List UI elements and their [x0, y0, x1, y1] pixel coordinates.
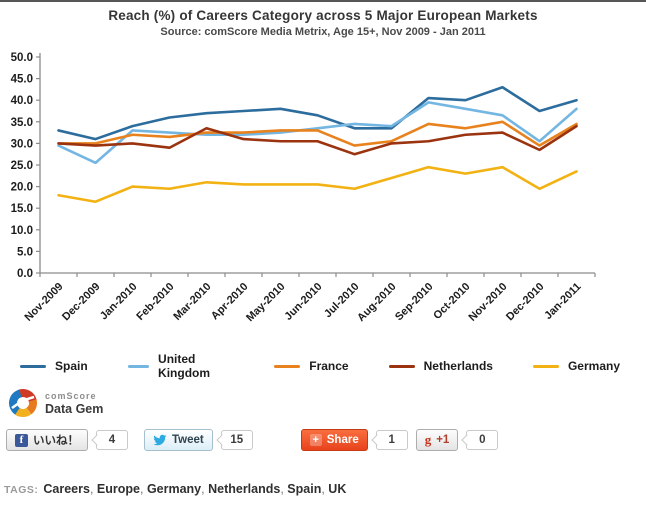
y-tick-label: 40.0: [11, 95, 33, 107]
legend-swatch: [532, 364, 559, 368]
y-tick-label: 5.0: [17, 246, 33, 258]
series-line-spain: [57, 85, 578, 141]
x-tick-label: Nov-2010: [467, 281, 510, 324]
chart-title: Reach (%) of Careers Category across 5 M…: [108, 8, 538, 23]
x-tick-label: Dec-2009: [60, 281, 103, 324]
facebook-like-label: いいね！: [33, 435, 79, 447]
tag-separator: ,: [139, 482, 147, 496]
tag-separator: ,: [280, 482, 288, 496]
chart-canvas: 0.0 5.0 10.0 15.0 20.0 25.0 30.0 35.0 40.0 45.0 50…: [11, 52, 596, 325]
legend-label: France: [309, 359, 349, 373]
social-share-bar: f いいね！ 4 Tweet 15 + Share 1 g +1 0: [6, 429, 499, 451]
chart-legend: Spain United Kingdom France Netherlands Germ…: [20, 352, 620, 380]
google-plusone-button[interactable]: g +1: [415, 429, 459, 451]
tag-separator: ,: [321, 482, 329, 496]
y-tick-label: 50.0: [11, 52, 33, 64]
legend-item-netherlands: Netherlands: [388, 359, 493, 373]
tag-separator: ,: [89, 482, 97, 496]
y-tick-label: 25.0: [11, 160, 33, 172]
tag-link-europe[interactable]: Europe: [96, 482, 140, 496]
series-line-france: [57, 120, 578, 147]
legend-item-france: France: [274, 359, 349, 373]
tweet-button[interactable]: Tweet: [144, 429, 213, 451]
tag-link-netherlands[interactable]: Netherlands: [208, 482, 281, 496]
tag-link-germany[interactable]: Germany: [146, 482, 202, 496]
tag-link-uk[interactable]: UK: [328, 482, 347, 496]
legend-item-germany: Germany: [532, 359, 620, 373]
legend-swatch: [388, 364, 415, 368]
chart-subtitle: Source: comScore Media Metrix, Age 15+, …: [160, 26, 486, 38]
series-line-netherlands: [57, 124, 578, 156]
y-tick-label: 15.0: [11, 203, 33, 215]
comscore-wordmark: comScore: [45, 390, 97, 401]
legend-swatch: [274, 364, 301, 368]
y-tick-label: 0.0: [17, 268, 33, 280]
y-tick-label: 10.0: [11, 225, 33, 237]
legend-label: Netherlands: [423, 359, 493, 373]
x-tick-label: Jun-2010: [282, 281, 324, 323]
facebook-like-button[interactable]: f いいね！: [6, 429, 88, 451]
legend-item-united-kingdom: United Kingdom: [127, 352, 235, 380]
plusone-label: +1: [436, 434, 450, 446]
series-line-germany: [57, 165, 578, 204]
share-button[interactable]: + Share: [300, 429, 368, 451]
legend-swatch: [127, 364, 150, 368]
x-tick-label: May-2010: [244, 281, 288, 325]
tweet-label: Tweet: [172, 434, 204, 446]
tags-label: TAGS:: [4, 484, 39, 496]
facebook-icon: f: [15, 433, 28, 447]
legend-item-spain: Spain: [20, 359, 88, 373]
x-tick-label: Feb-2010: [134, 281, 176, 323]
y-tick-label: 30.0: [11, 138, 33, 150]
x-tick-label: Aug-2010: [355, 281, 399, 325]
legend-label: United Kingdom: [158, 352, 211, 380]
x-tick-label: Jan-2010: [98, 281, 140, 323]
twitter-bird-icon: [153, 434, 167, 446]
datagem-wordmark: Data Gem: [45, 401, 104, 416]
legend-label: Spain: [55, 359, 88, 373]
share-label: Share: [326, 434, 359, 446]
share-plus-icon: +: [309, 434, 322, 446]
legend-swatch: [20, 364, 46, 368]
comscore-logo-icon: [9, 389, 37, 417]
tag-link-spain[interactable]: Spain: [287, 482, 322, 496]
y-tick-label: 35.0: [11, 117, 33, 129]
x-tick-label: Mar-2010: [171, 281, 213, 323]
series-line-united-kingdom: [57, 101, 578, 165]
y-tick-label: 45.0: [11, 74, 33, 86]
facebook-like-count: 4: [96, 430, 128, 450]
line-chart: 0.0 5.0 10.0 15.0 20.0 25.0 30.0 35.0 40.0 45.0 50…: [0, 46, 646, 348]
x-tick-label: Jan-2011: [542, 281, 583, 322]
plusone-count: 0: [466, 430, 499, 450]
tags-row: TAGS: Careers, Europe, Germany, Netherla…: [4, 482, 346, 496]
x-tick-label: Sep-2010: [393, 281, 436, 324]
x-tick-label: Dec-2010: [504, 281, 547, 324]
tag-separator: ,: [201, 482, 209, 496]
comscore-datagem-logo: comScore Data Gem: [8, 388, 103, 418]
legend-label: Germany: [567, 359, 620, 373]
tag-link-careers[interactable]: Careers: [43, 482, 90, 496]
y-tick-label: 20.0: [11, 182, 33, 194]
top-divider: [0, 0, 646, 2]
tweet-count: 15: [220, 430, 253, 450]
x-tick-label: Nov-2009: [23, 281, 66, 324]
share-count: 1: [375, 430, 408, 450]
google-g-icon: g: [424, 432, 432, 447]
